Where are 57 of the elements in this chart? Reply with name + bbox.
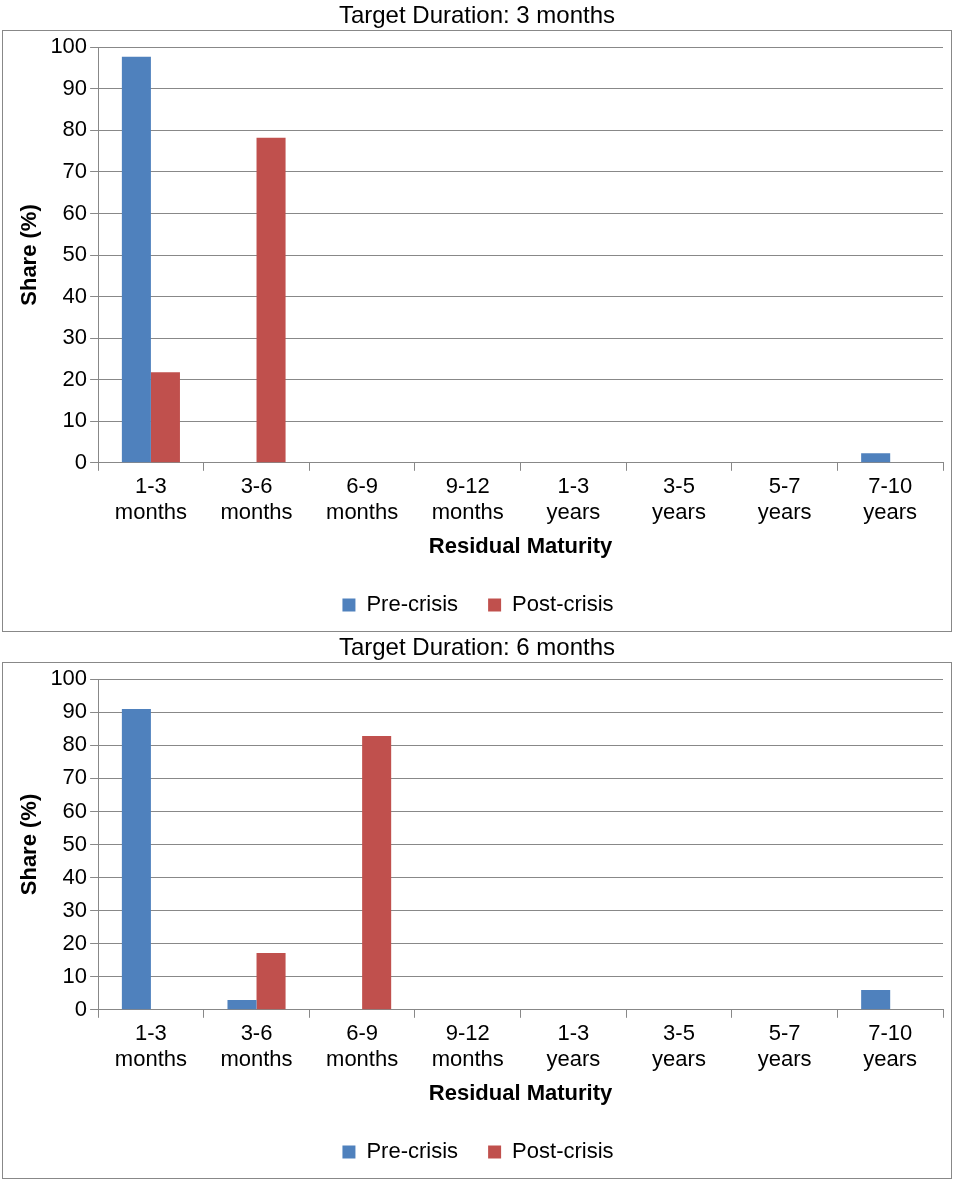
y-tick-label: 20 (62, 365, 88, 391)
bar (861, 453, 891, 463)
x-tick-label: 3-5 years (652, 473, 706, 525)
legend-label: Pre-crisis (366, 591, 459, 617)
x-tick-label: 1-3 years (546, 1020, 601, 1072)
bar (227, 999, 257, 1010)
y-tick-label: 20 (62, 929, 88, 955)
x-axis-title: Residual Maturity (428, 1079, 613, 1105)
y-tick-label: 90 (62, 74, 88, 100)
x-tick-label: 1-3 years (546, 473, 601, 525)
y-tick-label: 30 (62, 324, 88, 350)
y-axis-title: Share (%) (16, 793, 42, 896)
x-tick-label: 1-3 months (114, 1020, 187, 1072)
y-tick-label: 100 (50, 665, 88, 691)
y-tick-label: 10 (62, 407, 88, 433)
legend-label: Post-crisis (512, 591, 614, 617)
x-tick-label: 3-5 years (652, 1020, 706, 1072)
y-tick-label: 80 (62, 731, 88, 757)
x-axis-title: Residual Maturity (428, 532, 613, 558)
y-axis-title: Share (%) (16, 204, 42, 306)
chart-title: Target Duration: 3 months (337, 0, 617, 30)
y-tick-label: 90 (62, 698, 88, 724)
bar (256, 952, 286, 1010)
y-tick-label: 50 (62, 830, 88, 856)
y-tick-label: 40 (62, 863, 88, 889)
y-tick-label: 70 (62, 157, 88, 183)
bar (121, 708, 151, 1010)
x-tick-label: 7-10 years (863, 1020, 918, 1072)
bar (256, 137, 286, 463)
x-tick-label: 6-9 months (326, 1020, 399, 1072)
legend-label: Post-crisis (512, 1138, 614, 1164)
x-tick-label: 9-12 months (431, 1020, 504, 1072)
x-tick-label: 3-6 months (220, 473, 293, 525)
legend-label: Pre-crisis (366, 1138, 459, 1164)
x-tick-label: 3-6 months (220, 1020, 293, 1072)
chart-title: Target Duration: 6 months (337, 632, 617, 662)
x-tick-label: 1-3 months (114, 473, 187, 525)
y-tick-label: 100 (50, 33, 88, 59)
y-tick-label: 0 (74, 448, 88, 474)
y-tick-label: 0 (74, 995, 88, 1021)
bar (150, 372, 180, 463)
y-tick-label: 60 (62, 199, 88, 225)
y-tick-label: 10 (62, 962, 88, 988)
y-tick-label: 80 (62, 116, 88, 142)
x-tick-label: 6-9 months (326, 473, 399, 525)
bar (362, 736, 392, 1010)
x-tick-label: 5-7 years (757, 1020, 812, 1072)
y-tick-label: 30 (62, 896, 88, 922)
y-tick-label: 60 (62, 797, 88, 823)
bar (121, 56, 151, 463)
x-tick-label: 9-12 months (431, 473, 504, 525)
y-tick-label: 50 (62, 241, 88, 267)
x-tick-label: 5-7 years (757, 473, 812, 525)
bar (861, 989, 891, 1010)
y-tick-label: 40 (62, 282, 88, 308)
x-tick-label: 7-10 years (863, 473, 918, 525)
y-tick-label: 70 (62, 764, 88, 790)
